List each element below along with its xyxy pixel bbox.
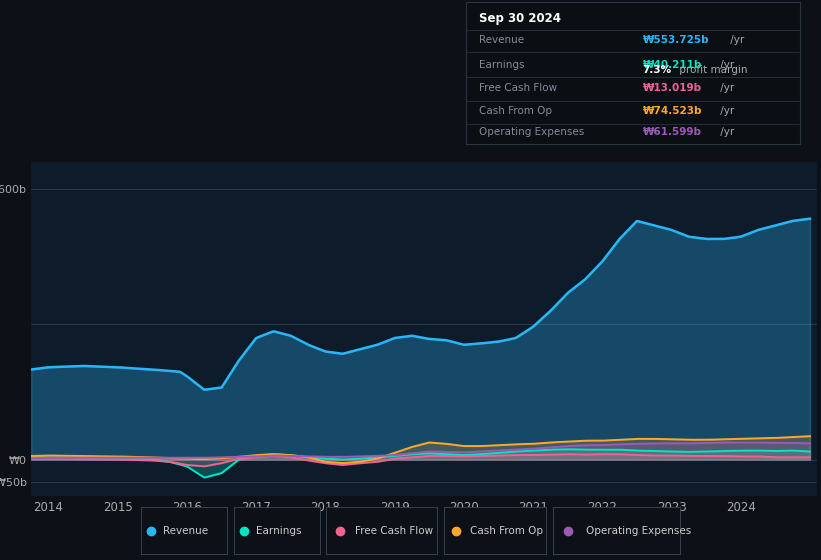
Text: /yr: /yr bbox=[718, 83, 735, 93]
Text: Revenue: Revenue bbox=[163, 526, 209, 535]
Text: Earnings: Earnings bbox=[256, 526, 301, 535]
Text: Operating Expenses: Operating Expenses bbox=[479, 127, 584, 137]
Text: /yr: /yr bbox=[718, 59, 735, 69]
Text: profit margin: profit margin bbox=[676, 65, 747, 75]
Text: Sep 30 2024: Sep 30 2024 bbox=[479, 12, 561, 25]
Text: Cash From Op: Cash From Op bbox=[470, 526, 544, 535]
Text: /yr: /yr bbox=[727, 35, 744, 45]
Text: ₩13.019b: ₩13.019b bbox=[643, 83, 702, 93]
Text: Free Cash Flow: Free Cash Flow bbox=[479, 83, 557, 93]
Text: Cash From Op: Cash From Op bbox=[479, 106, 552, 116]
Text: ₩74.523b: ₩74.523b bbox=[643, 106, 702, 116]
Text: ₩553.725b: ₩553.725b bbox=[643, 35, 709, 45]
Text: Earnings: Earnings bbox=[479, 59, 525, 69]
Text: Operating Expenses: Operating Expenses bbox=[586, 526, 691, 535]
Text: 7.3%: 7.3% bbox=[643, 65, 672, 75]
Text: Free Cash Flow: Free Cash Flow bbox=[355, 526, 433, 535]
Text: /yr: /yr bbox=[718, 127, 735, 137]
Text: ₩61.599b: ₩61.599b bbox=[643, 127, 702, 137]
Text: /yr: /yr bbox=[718, 106, 735, 116]
Text: Revenue: Revenue bbox=[479, 35, 524, 45]
Text: ₩40.211b: ₩40.211b bbox=[643, 59, 702, 69]
